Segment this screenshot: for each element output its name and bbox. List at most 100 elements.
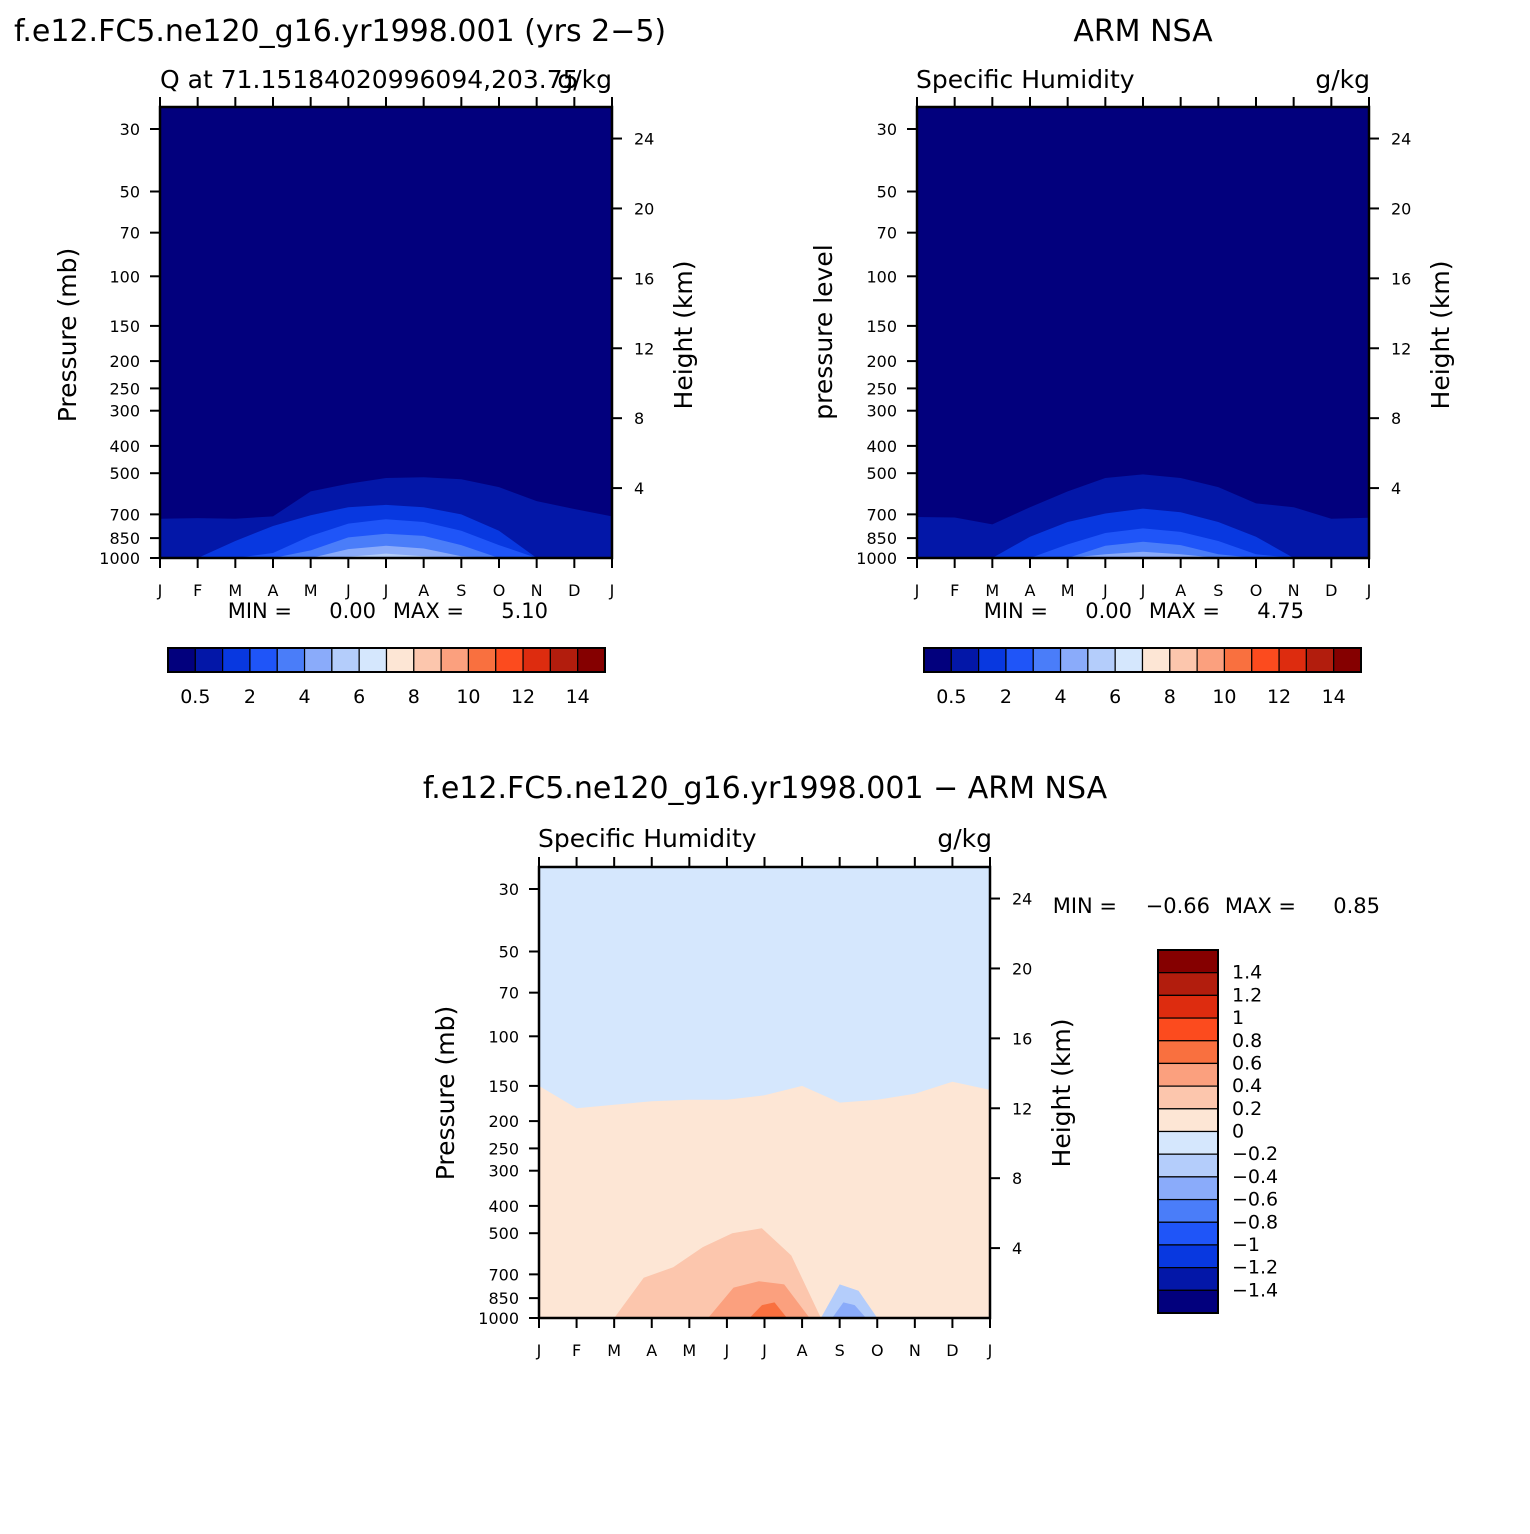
panel-obs-month-label: M xyxy=(1061,581,1075,600)
panel-diff-ylabel: Pressure (mb) xyxy=(431,1006,460,1180)
panel-diff-colorbar-label: 0 xyxy=(1232,1121,1244,1143)
panel-diff-colorbar-swatch xyxy=(1157,1153,1219,1178)
panel-diff-pressure-label: 100 xyxy=(488,1027,519,1046)
panel-obs-colorbar-swatch xyxy=(1278,647,1307,673)
panel-obs-colorbar-swatch xyxy=(1251,647,1280,673)
panel-model-colorbar-swatch xyxy=(167,647,196,673)
panel-model-colorbar-swatch xyxy=(194,647,224,673)
panel-model-colorbar-swatch xyxy=(358,647,388,673)
panel-diff-colorbar-swatch xyxy=(1157,1040,1219,1065)
panel-obs-colorbar-swatch xyxy=(1114,647,1144,673)
panel-model: f.e12.FC5.ne120_g16.yr1998.001 (yrs 2−5)… xyxy=(14,14,698,708)
panel-obs-colorbar-label: 12 xyxy=(1267,686,1291,708)
panel-diff-month-label: F xyxy=(572,1341,581,1360)
panel-diff-ylabel-right: Height (km) xyxy=(1047,1019,1076,1168)
panel-obs-pressure-label: 100 xyxy=(866,267,897,286)
panel-diff-month-label: N xyxy=(909,1341,921,1360)
panel-obs-plot-area: J F M A M J J A S O N D J 30 50 70 100 150 200 250 300 400 500… xyxy=(856,97,1411,600)
panel-obs-colorbar-swatch xyxy=(1032,647,1062,673)
panel-obs-colorbar-swatch xyxy=(1005,647,1034,673)
panel-diff-month-label: A xyxy=(646,1341,657,1360)
panel-obs-height-label: 24 xyxy=(1391,130,1411,149)
panel-model-pressure-label: 250 xyxy=(109,379,140,398)
panel-model-height-label: 12 xyxy=(634,339,654,358)
panel-diff-pressure-label: 1000 xyxy=(478,1309,519,1328)
panel-obs-colorbar-label: 0.5 xyxy=(936,686,966,708)
panel-obs-min-value: 0.00 xyxy=(1085,599,1132,623)
panel-obs-month-label: N xyxy=(1288,581,1300,600)
panel-obs-month-label: J xyxy=(1102,581,1108,600)
panel-model-colorbar-swatch xyxy=(331,647,360,673)
panel-diff-month-label: J xyxy=(724,1341,730,1360)
panel-model-month-label: O xyxy=(493,581,506,600)
panel-diff-colorbar-swatch xyxy=(1157,1198,1219,1223)
panel-model-pressure-label: 300 xyxy=(109,402,140,421)
panel-diff-height-label: 20 xyxy=(1012,959,1032,978)
panel-diff-colorbar-label: −0.8 xyxy=(1232,1211,1278,1233)
panel-diff-month-label: J xyxy=(536,1341,542,1360)
panel-obs-colorbar-swatch xyxy=(1333,647,1362,673)
panel-diff-month-label: D xyxy=(946,1341,958,1360)
panel-obs-month-label: S xyxy=(1213,581,1223,600)
panel-diff-colorbar-swatch xyxy=(1157,1267,1219,1291)
panel-diff-colorbar-label: −1.2 xyxy=(1232,1257,1278,1279)
panel-model-colorbar-label: 12 xyxy=(511,686,535,708)
panel-obs-colorbar-label: 6 xyxy=(1109,686,1121,708)
panel-model-plot-area: J F M A M J J A S O N D J 30 50 70 100 150 200 250 300 400 500… xyxy=(99,97,654,600)
panel-obs-max-value: 4.75 xyxy=(1257,599,1304,623)
panel-model-colorbar-frame xyxy=(167,647,606,673)
panel-obs-pressure-label: 50 xyxy=(877,182,897,201)
panel-obs-month-label: M xyxy=(985,581,999,600)
panel-model-pressure-label: 1000 xyxy=(99,549,140,568)
panel-diff-plot-area: J F M A M J J A S O N D J 30 50 70 100 150 200 250 300 400 500… xyxy=(478,857,1032,1360)
panel-diff-colorbar-label: −0.4 xyxy=(1232,1166,1278,1188)
panel-diff-pressure-label: 250 xyxy=(488,1139,519,1158)
panel-diff-colorbar-swatch xyxy=(1157,994,1219,1019)
panel-diff-colorbar-label: 1.4 xyxy=(1232,962,1262,984)
panel-diff-pressure-label: 70 xyxy=(499,984,519,1003)
panel-obs-colorbar-swatch xyxy=(923,647,952,673)
panel-model-contour-level-6 xyxy=(160,553,612,558)
panel-model-contour-level-5 xyxy=(160,545,612,558)
panel-obs-height-label: 4 xyxy=(1391,479,1401,498)
panel-obs-colorbar-label: 8 xyxy=(1164,686,1176,708)
panel-diff-suptitle: f.e12.FC5.ne120_g16.yr1998.001 − ARM NSA xyxy=(423,771,1108,806)
panel-model-height-label: 4 xyxy=(634,479,644,498)
panel-diff-month-label: A xyxy=(797,1341,808,1360)
panel-obs-pressure-label: 700 xyxy=(866,505,897,524)
panel-diff-pressure-label: 200 xyxy=(488,1112,519,1131)
panel-diff-colorbar-label: 1.2 xyxy=(1232,984,1262,1006)
panel-model-colorbar-swatch xyxy=(522,647,551,673)
panel-obs-min-label: MIN = xyxy=(984,599,1048,623)
panel-diff-colorbar-swatch xyxy=(1157,1176,1219,1201)
panel-model-pressure-label: 700 xyxy=(109,505,140,524)
panel-diff-region-0.4-to-0.6 xyxy=(708,1281,810,1318)
panel-obs-month-label: A xyxy=(1175,581,1186,600)
panel-model-month-label: M xyxy=(304,581,318,600)
panel-obs-colorbar-label: 14 xyxy=(1322,686,1346,708)
panel-diff-title-left: Specific Humidity xyxy=(538,824,757,853)
panel-model-colorbar-swatch xyxy=(249,647,278,673)
panel-obs-pressure-label: 400 xyxy=(866,437,897,456)
panel-obs-month-label: J xyxy=(1366,581,1372,600)
panel-obs-colorbar-label: 4 xyxy=(1055,686,1067,708)
panel-diff-month-label: M xyxy=(607,1341,621,1360)
panel-diff-colorbar-label: −1 xyxy=(1232,1234,1260,1256)
panel-model-colorbar-label: 14 xyxy=(566,686,590,708)
panel-obs-pressure-label: 150 xyxy=(866,317,897,336)
panel-obs-pressure-label: 30 xyxy=(877,120,897,139)
panel-diff-colorbar-swatch xyxy=(1157,1017,1219,1042)
panel-diff-colorbar-frame xyxy=(1157,949,1219,1314)
panel-diff-min-value: −0.66 xyxy=(1146,894,1210,918)
panel-obs-month-label: J xyxy=(1140,581,1146,600)
panel-model-month-label: F xyxy=(193,581,202,600)
panel-diff-month-label: O xyxy=(871,1341,884,1360)
panel-obs-ylabel-right: Height (km) xyxy=(1426,261,1455,410)
panel-diff-colorbar-label: −1.4 xyxy=(1232,1279,1278,1301)
panel-model-month-label: J xyxy=(383,581,389,600)
panel-model-colorbar-swatch xyxy=(440,647,470,673)
panel-model-month-label: S xyxy=(456,581,466,600)
panel-obs-pressure-label: 250 xyxy=(866,379,897,398)
panel-diff-colorbar-label: 0.8 xyxy=(1232,1030,1262,1052)
